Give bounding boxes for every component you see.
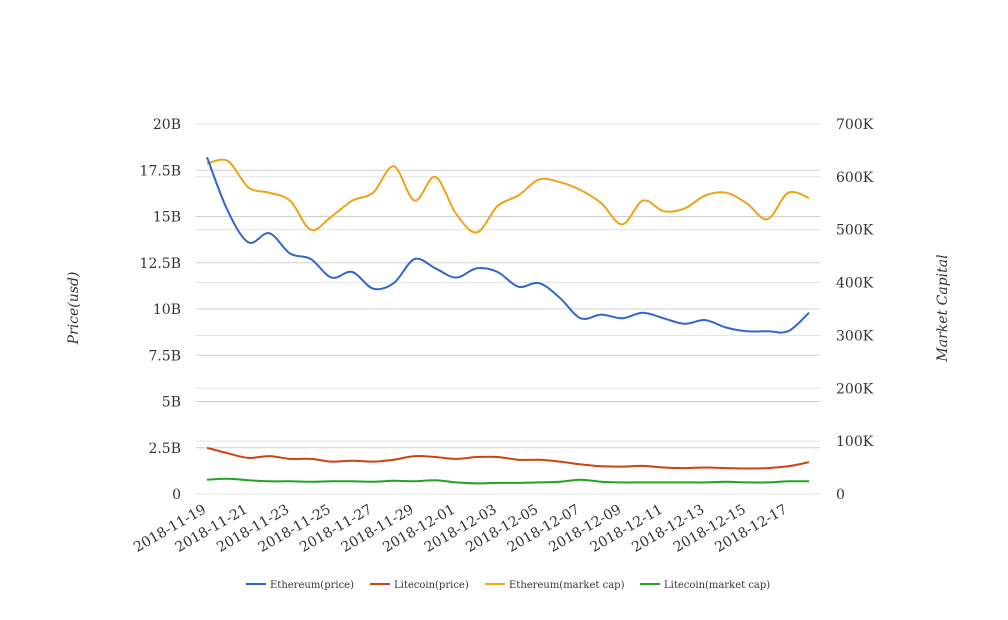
left-tick-label: 5B [162,395,181,411]
right-tick-label: 0 [836,487,845,503]
axes: 0 2.5B 5B 7.5B 10B 12.5B 15B 17.5B 20B 0 100K 200K 3… [131,117,874,556]
right-tick-label: 300K [836,328,874,344]
series-line-litecoin-price [206,446,810,470]
left-tick-label: 15B [153,210,181,226]
left-tick-label: 10B [153,302,181,318]
legend: Ethereum(price) Litecoin(price) Ethereum(m… [246,580,770,591]
right-tick-label: 400K [836,276,874,292]
series-line-ethereum-price [206,156,810,334]
series-lines [206,156,810,485]
left-tick-label: 7.5B [148,348,181,364]
left-tick-label: 2.5B [148,441,181,457]
legend-label: Ethereum(price) [270,580,354,591]
right-axis-title: Market Capital [935,254,951,362]
series-line-litecoin-market-cap [206,477,810,485]
right-tick-label: 600K [836,170,874,186]
legend-label: Litecoin(price) [394,580,469,591]
grid-lines [196,123,820,495]
left-tick-label: 12.5B [140,256,181,272]
left-tick-label: 0 [172,487,181,503]
right-tick-label: 700K [836,117,874,133]
legend-label: Ethereum(market cap) [509,580,625,591]
legend-label: Litecoin(market cap) [664,580,770,591]
left-tick-label: 17.5B [140,163,181,179]
right-tick-label: 100K [836,434,874,450]
series-line-ethereum-market-cap [206,158,810,234]
right-tick-label: 500K [836,223,874,239]
right-tick-label: 200K [836,381,874,397]
left-axis-title: Price(usd) [66,272,82,346]
left-tick-label: 20B [153,117,181,133]
